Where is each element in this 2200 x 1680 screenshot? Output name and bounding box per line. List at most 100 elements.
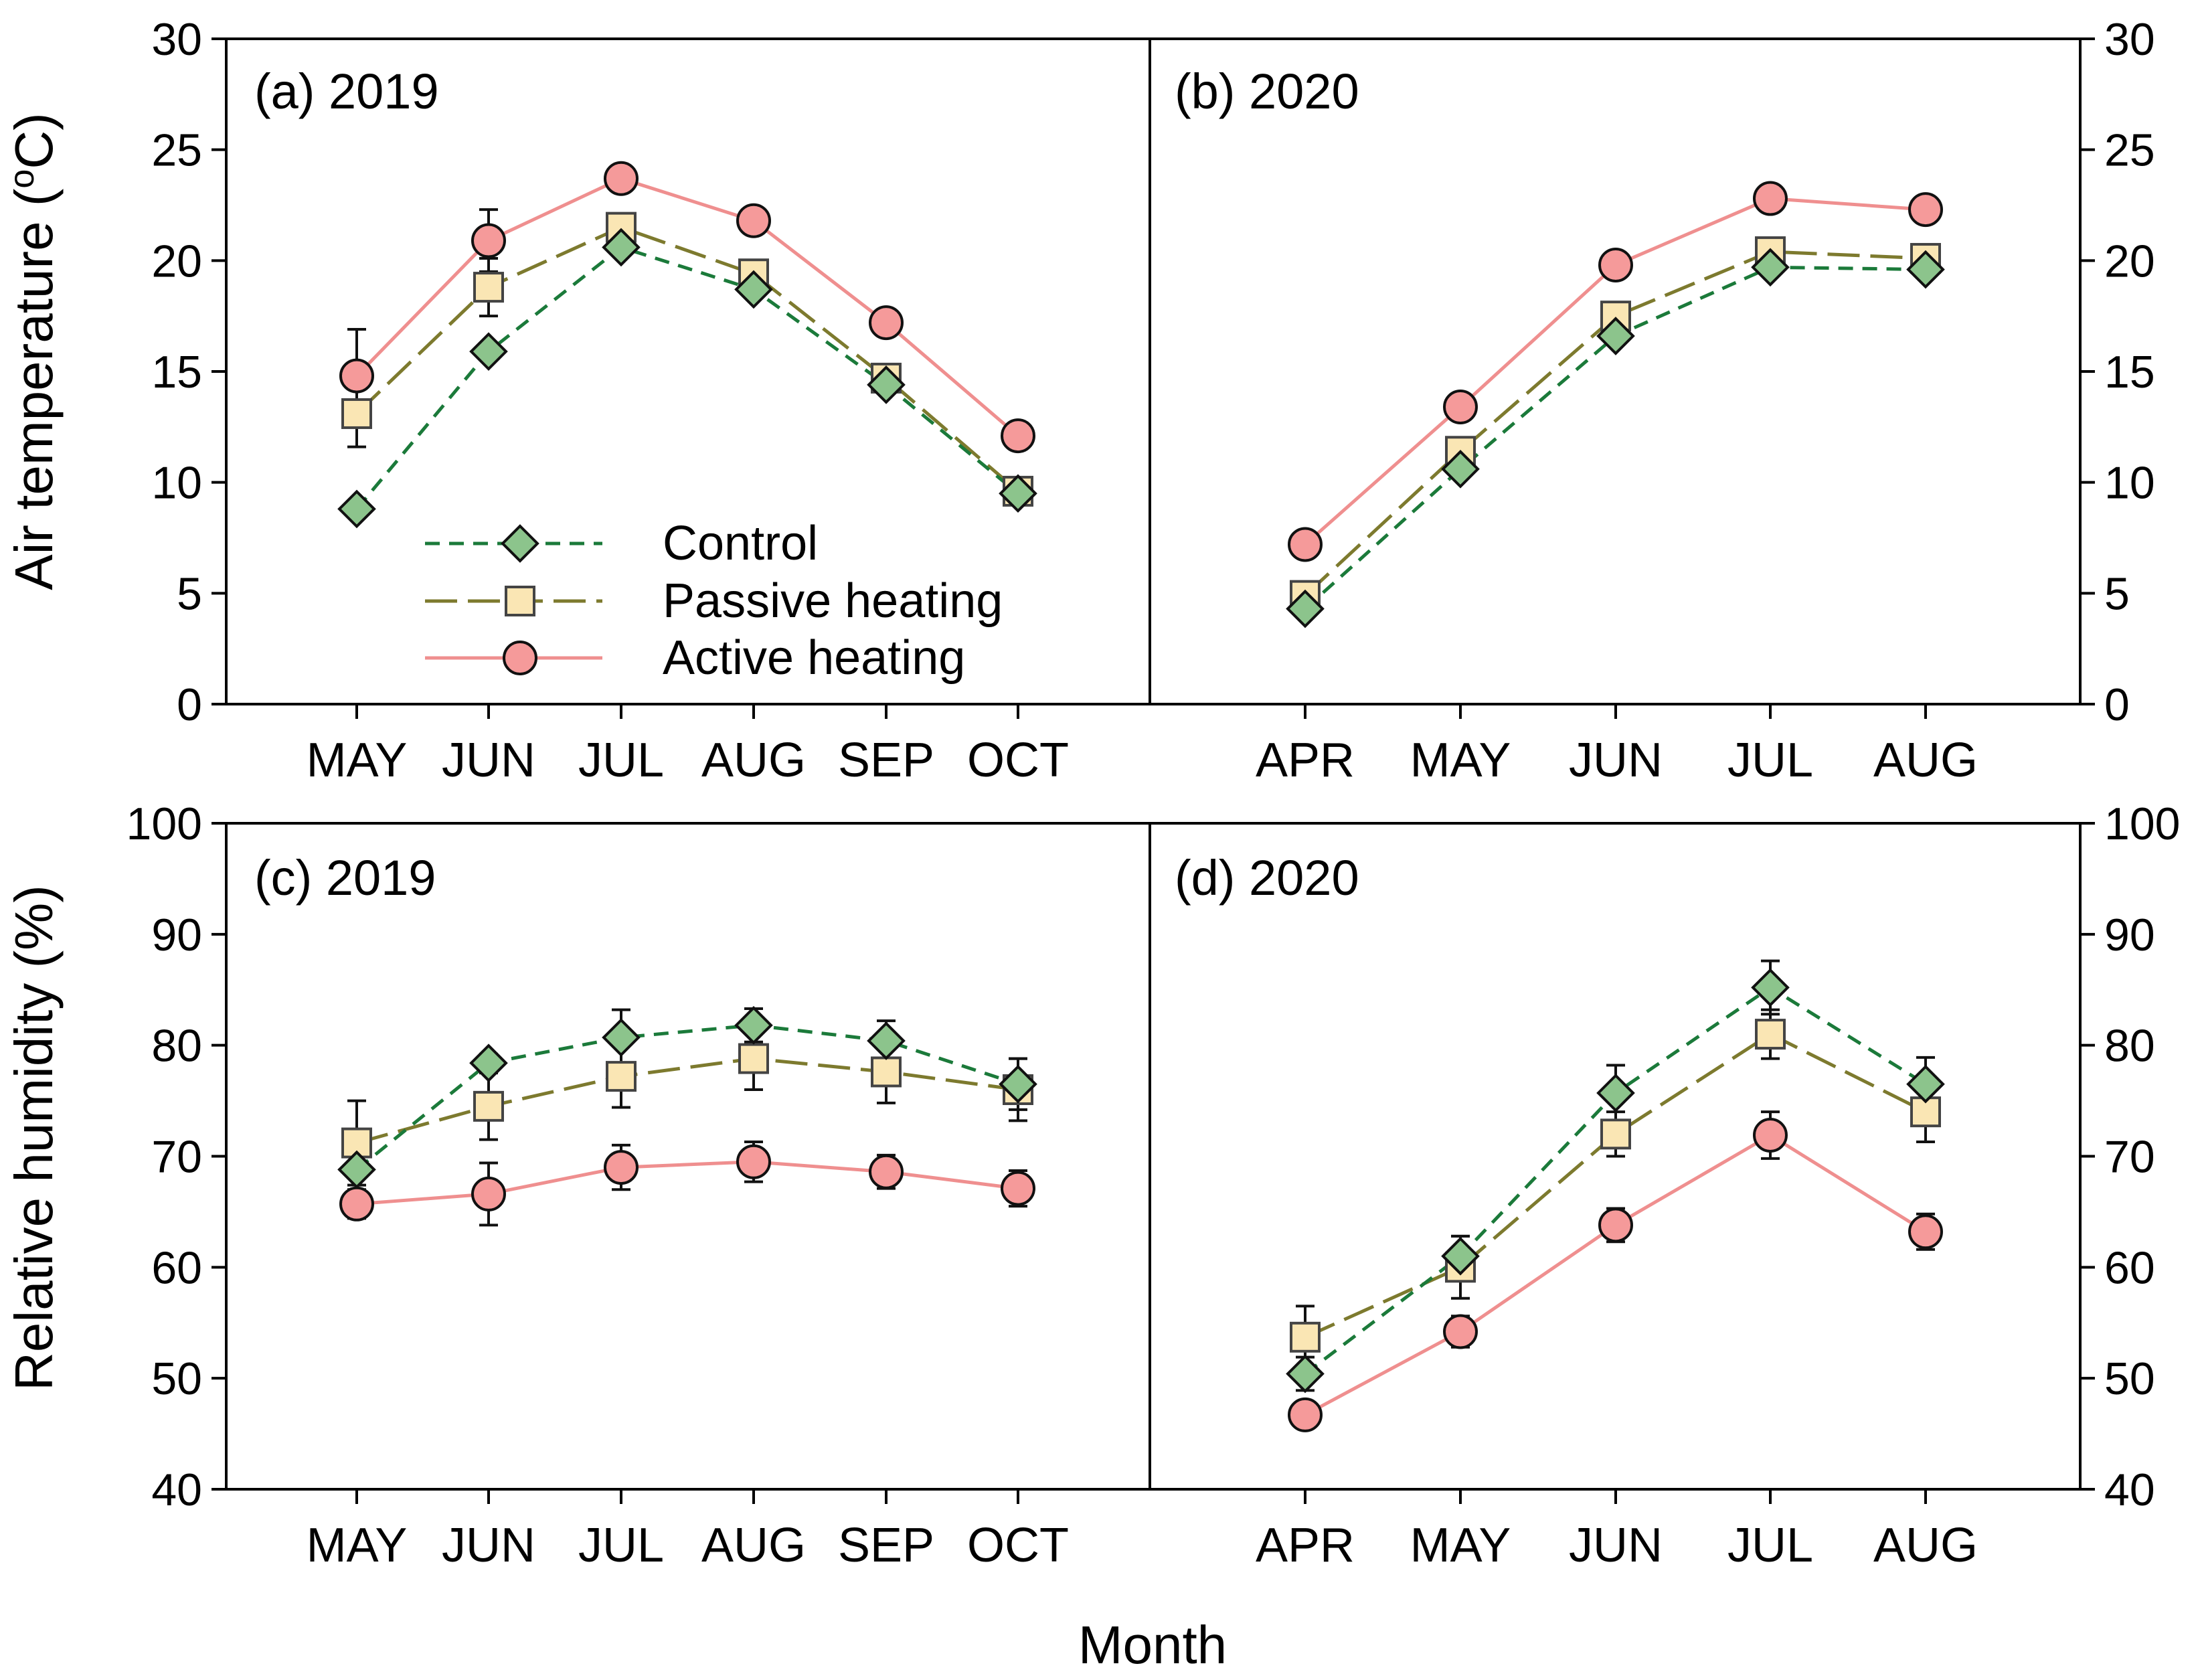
panel-c-ytick-label: 40 xyxy=(151,1464,202,1515)
legend-control-label: Control xyxy=(663,517,818,570)
legend-active-marker xyxy=(503,641,537,675)
panel-b-ytick-label: 25 xyxy=(2104,125,2155,176)
panel-b-control-point xyxy=(1286,589,1325,628)
panel-a-ytick-label: 25 xyxy=(151,125,202,176)
panel-c-control-point xyxy=(337,1150,376,1189)
axes xyxy=(211,37,2095,1504)
panel-a-passive-heating-point xyxy=(341,398,372,429)
panel-label-b: (b) 2020 xyxy=(1175,64,1359,119)
panel-label-c: (c) 2019 xyxy=(254,850,436,906)
panel-c-xtick-label: OCT xyxy=(967,1519,1069,1572)
panel-a-active-heating-point xyxy=(869,305,904,341)
panel-d-active-heating-line xyxy=(1304,1133,1927,1417)
panel-c-ytick-label: 80 xyxy=(151,1021,202,1072)
legend-control-marker xyxy=(501,524,539,563)
panel-b-ytick-label: 15 xyxy=(2104,347,2155,398)
panel-d-ytick-label: 60 xyxy=(2104,1242,2155,1293)
panel-d-xtick-label: MAY xyxy=(1410,1519,1511,1572)
panel-a-passive-heating-point xyxy=(473,272,504,303)
panel-a-control-point xyxy=(469,332,508,371)
panel-a-xtick-label: JUL xyxy=(578,734,664,787)
panel-c-ytick-label: 90 xyxy=(151,910,202,960)
panel-c-control-point xyxy=(602,1018,641,1057)
panel-d-active-heating-point xyxy=(1598,1207,1633,1243)
panel-c-xtick-label: JUN xyxy=(442,1519,535,1572)
panel-d-passive-heating-point xyxy=(1600,1118,1631,1150)
panel-b-control-point xyxy=(1906,250,1945,289)
panel-d-xtick-label: AUG xyxy=(1873,1519,1978,1572)
panel-b-active-heating-point xyxy=(1753,181,1788,216)
panel-a-xtick-label: SEP xyxy=(838,734,934,787)
panel-d-control-point xyxy=(1906,1064,1945,1104)
panel-a-control-line xyxy=(355,245,1019,511)
panel-label-a: (a) 2019 xyxy=(254,64,439,119)
panel-c-control-line xyxy=(355,1023,1019,1171)
panel-b-ytick-label: 30 xyxy=(2104,14,2155,65)
panel-b-ytick-label: 5 xyxy=(2104,568,2130,619)
error-bars xyxy=(347,208,1935,1392)
panel-d-active-heating-point xyxy=(1443,1314,1478,1349)
y-axis-title-humidity: Relative humidity (%) xyxy=(4,885,64,1391)
panel-a-active-heating-point xyxy=(604,161,639,196)
panel-c-passive-heating-point xyxy=(606,1061,637,1092)
panel-d-ytick-label: 90 xyxy=(2104,910,2155,960)
panel-b-xtick-label: AUG xyxy=(1873,734,1978,787)
panel-b-frame xyxy=(1149,37,2082,705)
panel-a-control-point xyxy=(337,489,376,529)
panel-c-active-heating-point xyxy=(471,1176,506,1211)
panel-a-control-point xyxy=(867,365,906,404)
panel-d-passive-heating-point xyxy=(1755,1019,1786,1050)
panel-b-ytick-label: 10 xyxy=(2104,458,2155,509)
panel-d-xtick-label: JUL xyxy=(1727,1519,1813,1572)
panel-c-control-point xyxy=(867,1021,906,1060)
panel-b-control-point xyxy=(1441,449,1480,489)
legend-passive-marker xyxy=(505,586,535,616)
panel-a-ytick-label: 0 xyxy=(177,679,202,730)
panel-d-ytick-label: 100 xyxy=(2104,799,2180,849)
panel-d-ytick-label: 80 xyxy=(2104,1021,2155,1072)
panel-b-active-heating-point xyxy=(1443,390,1478,425)
panel-a-active-heating-point xyxy=(339,358,374,394)
panel-a-active-heating-point xyxy=(1001,418,1035,454)
panel-c-active-heating-point xyxy=(869,1154,904,1189)
panel-b-ytick-label: 20 xyxy=(2104,236,2155,286)
panel-d-active-heating-point xyxy=(1753,1117,1788,1153)
legend-passive-label: Passive heating xyxy=(663,574,1003,628)
panel-d-control-point xyxy=(1596,1074,1635,1112)
series-markers xyxy=(337,161,1945,1432)
panel-d-control-point xyxy=(1441,1236,1480,1276)
panel-d-passive-heating-line xyxy=(1304,1032,1927,1339)
panel-a-ytick-label: 5 xyxy=(177,568,202,619)
panel-label-d: (d) 2020 xyxy=(1175,850,1359,906)
panel-a-active-heating-line xyxy=(355,177,1019,437)
panel-a-ytick-label: 20 xyxy=(151,236,202,286)
panel-c-passive-heating-point xyxy=(738,1043,769,1074)
panel-b-xtick-label: APR xyxy=(1256,734,1355,787)
panel-a-xtick-label: OCT xyxy=(967,734,1069,787)
panel-c-active-heating-point xyxy=(339,1186,374,1222)
panel-c-xtick-label: JUL xyxy=(578,1519,664,1572)
x-axis-title: Month xyxy=(1078,1615,1227,1675)
panel-c-control-point xyxy=(734,1005,773,1045)
panel-c-xtick-label: SEP xyxy=(838,1519,934,1572)
panel-d-ytick-label: 50 xyxy=(2104,1353,2155,1404)
panel-a-xtick-label: JUN xyxy=(442,734,535,787)
panel-c-active-heating-point xyxy=(604,1150,639,1185)
panel-d-ytick-label: 70 xyxy=(2104,1132,2155,1183)
panel-b-active-heating-point xyxy=(1908,192,1943,228)
panel-c-passive-heating-point xyxy=(871,1056,902,1088)
panel-a-xtick-label: AUG xyxy=(701,734,806,787)
panel-a-control-point xyxy=(734,270,773,309)
panel-c-ytick-label: 50 xyxy=(151,1353,202,1404)
panel-c-ytick-label: 70 xyxy=(151,1132,202,1183)
panel-a-xtick-label: MAY xyxy=(307,734,408,787)
panel-b-passive-heating-line xyxy=(1304,250,1926,597)
panel-d-control-line xyxy=(1304,985,1927,1375)
panel-c-passive-heating-line xyxy=(356,1057,1019,1145)
panel-a-ytick-label: 15 xyxy=(151,347,202,398)
panel-a-control-point xyxy=(999,474,1037,513)
panel-c-xtick-label: MAY xyxy=(307,1519,408,1572)
panel-d-xtick-label: APR xyxy=(1256,1519,1355,1572)
panel-d-active-heating-point xyxy=(1908,1214,1943,1250)
